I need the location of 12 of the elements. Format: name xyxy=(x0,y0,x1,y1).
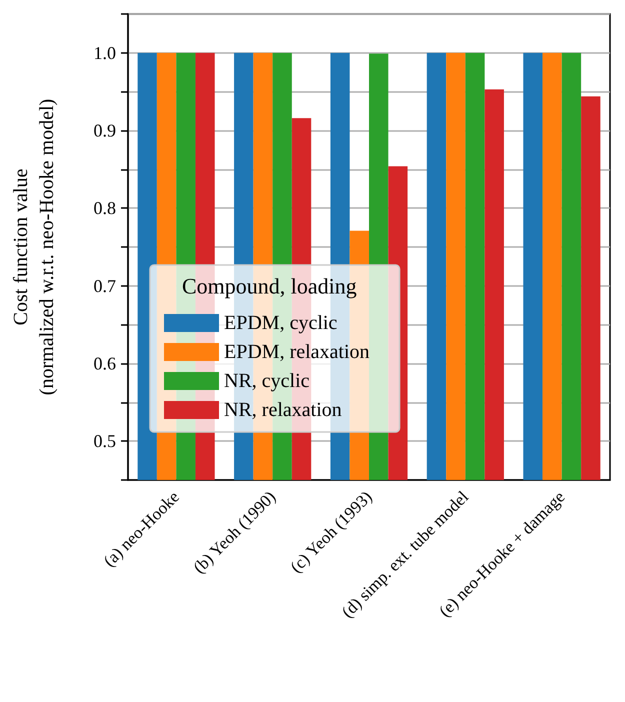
legend-label: EPDM, relaxation xyxy=(224,341,370,363)
legend-label: NR, relaxation xyxy=(224,399,342,421)
y-tick-label: 0.5 xyxy=(94,431,116,452)
y-tick-label: 0.8 xyxy=(94,198,116,218)
y-tick-label: 0.9 xyxy=(94,120,116,140)
legend-label: NR, cyclic xyxy=(224,370,310,392)
legend-title: Compound, loading xyxy=(182,274,357,298)
legend-label: EPDM, cyclic xyxy=(224,312,338,334)
y-axis-title: Cost function value (normalized w.r.t. neo-Hooke model) xyxy=(10,98,58,396)
y-tick-label: 0.6 xyxy=(94,354,116,374)
y-tick-label: 1.0 xyxy=(94,42,116,63)
y-tick-label: 0.7 xyxy=(94,276,116,296)
